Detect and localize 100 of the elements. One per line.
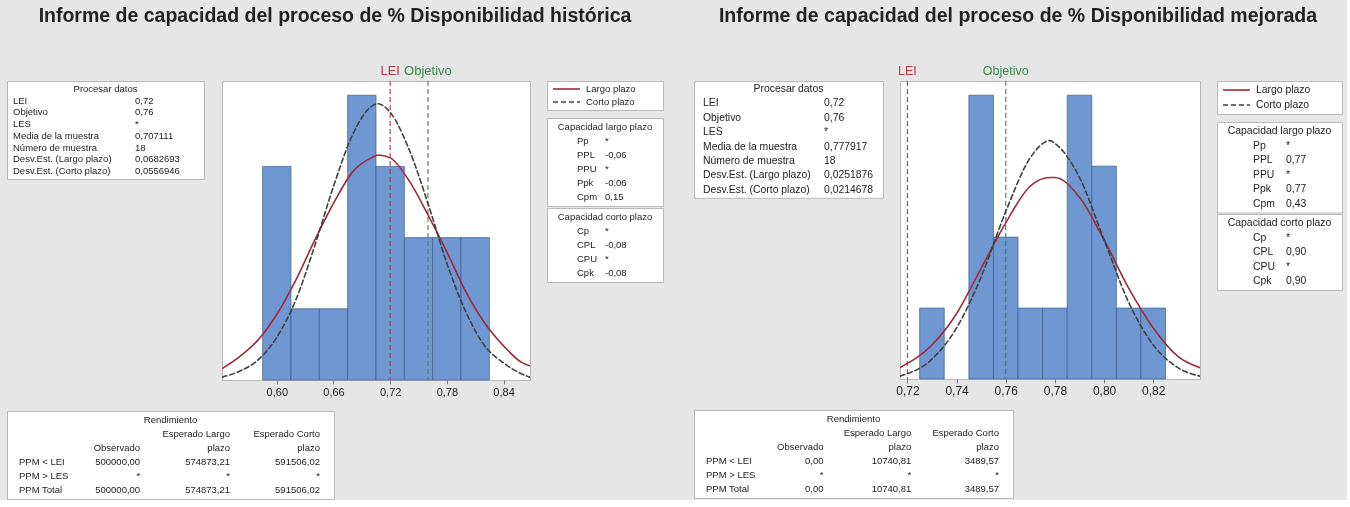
x-tick-label: 0,66 [323,385,345,398]
legend-label: Largo plazo [1256,84,1311,95]
text: 0,77 [1286,154,1307,165]
text: 0,00 [805,483,824,494]
text: * [605,253,609,264]
text: * [1286,260,1291,272]
category-label: CPU [577,253,598,264]
category-label: Esperado Corto plazo [932,427,999,452]
x-tick-label: 0,82 [1142,383,1166,398]
text: 0,72 [135,94,154,106]
text: Rendimiento [826,413,881,424]
category-label: Pp [1253,139,1266,151]
text: * [605,163,609,174]
category-label: Esperado Corto plazo [253,428,320,453]
category-label: PPM < LEI [19,456,65,467]
text: * [605,135,609,146]
text: -0,06 [605,177,627,188]
category-label: PPL [1253,154,1273,165]
text: -0,08 [605,239,627,250]
text: 591506,02 [275,484,320,495]
text: * [135,118,139,130]
category-label: LEI [13,94,28,106]
category-label: PPM Total [19,484,63,495]
text: Capacidad largo plazo [1227,125,1332,136]
category-label: PPU [1253,168,1275,180]
text: * [316,470,320,481]
text: 0,43 [1286,197,1307,209]
category-label: Desv.Est. (Corto plazo) [13,164,111,176]
text: Rendimiento [143,414,198,425]
ref-line-label: LEI [380,63,400,78]
text: Capacidad corto plazo [1227,217,1332,228]
category-label: Objetivo [13,106,48,118]
category-label: Cpk [1253,275,1273,286]
text: 18 [824,155,836,166]
text: 574873,21 [185,484,231,495]
legend-label: Corto plazo [586,96,635,107]
category-label: PPM Total [706,483,750,494]
text: 0,76 [135,106,154,118]
text: 0,00 [805,455,824,466]
text: * [1286,139,1291,151]
category-label: CPU [1253,260,1275,272]
category-label: Pp [577,135,589,146]
category-label: CPL [1253,246,1274,257]
text: 574873,21 [185,456,231,467]
text: 0,76 [824,111,845,123]
category-label: Desv.Est. (Corto plazo) [703,183,810,195]
ref-line-label: Objetivo [982,64,1029,78]
category-label: Desv.Est. (Largo plazo) [13,153,112,165]
category-label: Ppk [577,177,594,188]
x-tick-label: 0,60 [266,385,289,398]
category-label: Media de la muestra [703,140,798,152]
text: 0,72 [824,97,845,109]
text: 0,15 [605,191,624,202]
text: 591506,02 [275,456,320,467]
text: 0,0556946 [135,164,180,176]
text: 3489,57 [964,455,999,466]
category-label: Cpm [577,191,598,202]
category-label: PPM > LES [19,470,69,481]
text: Capacidad largo plazo [557,121,653,132]
category-label: Desv.Est. (Largo plazo) [703,169,811,181]
text: * [819,469,824,480]
category-label: Ppk [1253,183,1272,194]
text: * [1286,168,1291,180]
text: -0,08 [605,267,627,278]
category-label: Cpk [577,267,595,278]
text: Capacidad corto plazo [557,211,653,222]
text: 0,77 [1286,183,1307,194]
chart-title: Informe de capacidad del proceso de % Disponibilidad histórica [38,4,632,26]
category-label: Esperado Largo plazo [843,427,912,452]
category-label: PPM < LEI [706,455,752,466]
ref-line-label: Objetivo [404,63,452,78]
text: 0,90 [1286,275,1307,286]
text: -0,06 [605,149,627,160]
text: 0,777917 [824,140,868,152]
category-label: PPM > LES [706,469,756,480]
chart-title: Informe de capacidad del proceso de % Disponibilidad mejorada [718,4,1318,26]
x-tick-label: 0,74 [945,383,970,398]
category-label: Media de la muestra [13,129,100,141]
text: 0,90 [1286,246,1307,257]
text: 10740,81 [871,455,912,466]
x-tick-label: 0,78 [436,385,459,398]
category-label: LES [13,118,31,130]
text: 3489,57 [964,483,999,494]
text: Procesar datos [73,83,138,94]
category-label: Objetivo [703,111,742,123]
text: 500000,00 [95,484,141,495]
category-label: Número de muestra [13,141,98,153]
ref-line-label: LEI [897,64,917,78]
category-label: Cp [1253,231,1267,243]
category-label: Esperado Largo plazo [162,428,231,453]
text: 0,707111 [135,129,174,141]
x-tick-label: 0,72 [896,383,920,398]
x-tick-label: 0,72 [379,385,402,398]
text: 18 [135,141,146,153]
category-label: Observado [777,441,824,452]
x-tick-label: 0,78 [1043,383,1068,398]
category-label: CPL [577,239,596,250]
text: * [824,126,829,138]
x-tick-label: 0,80 [1092,383,1117,398]
text: * [605,225,609,236]
